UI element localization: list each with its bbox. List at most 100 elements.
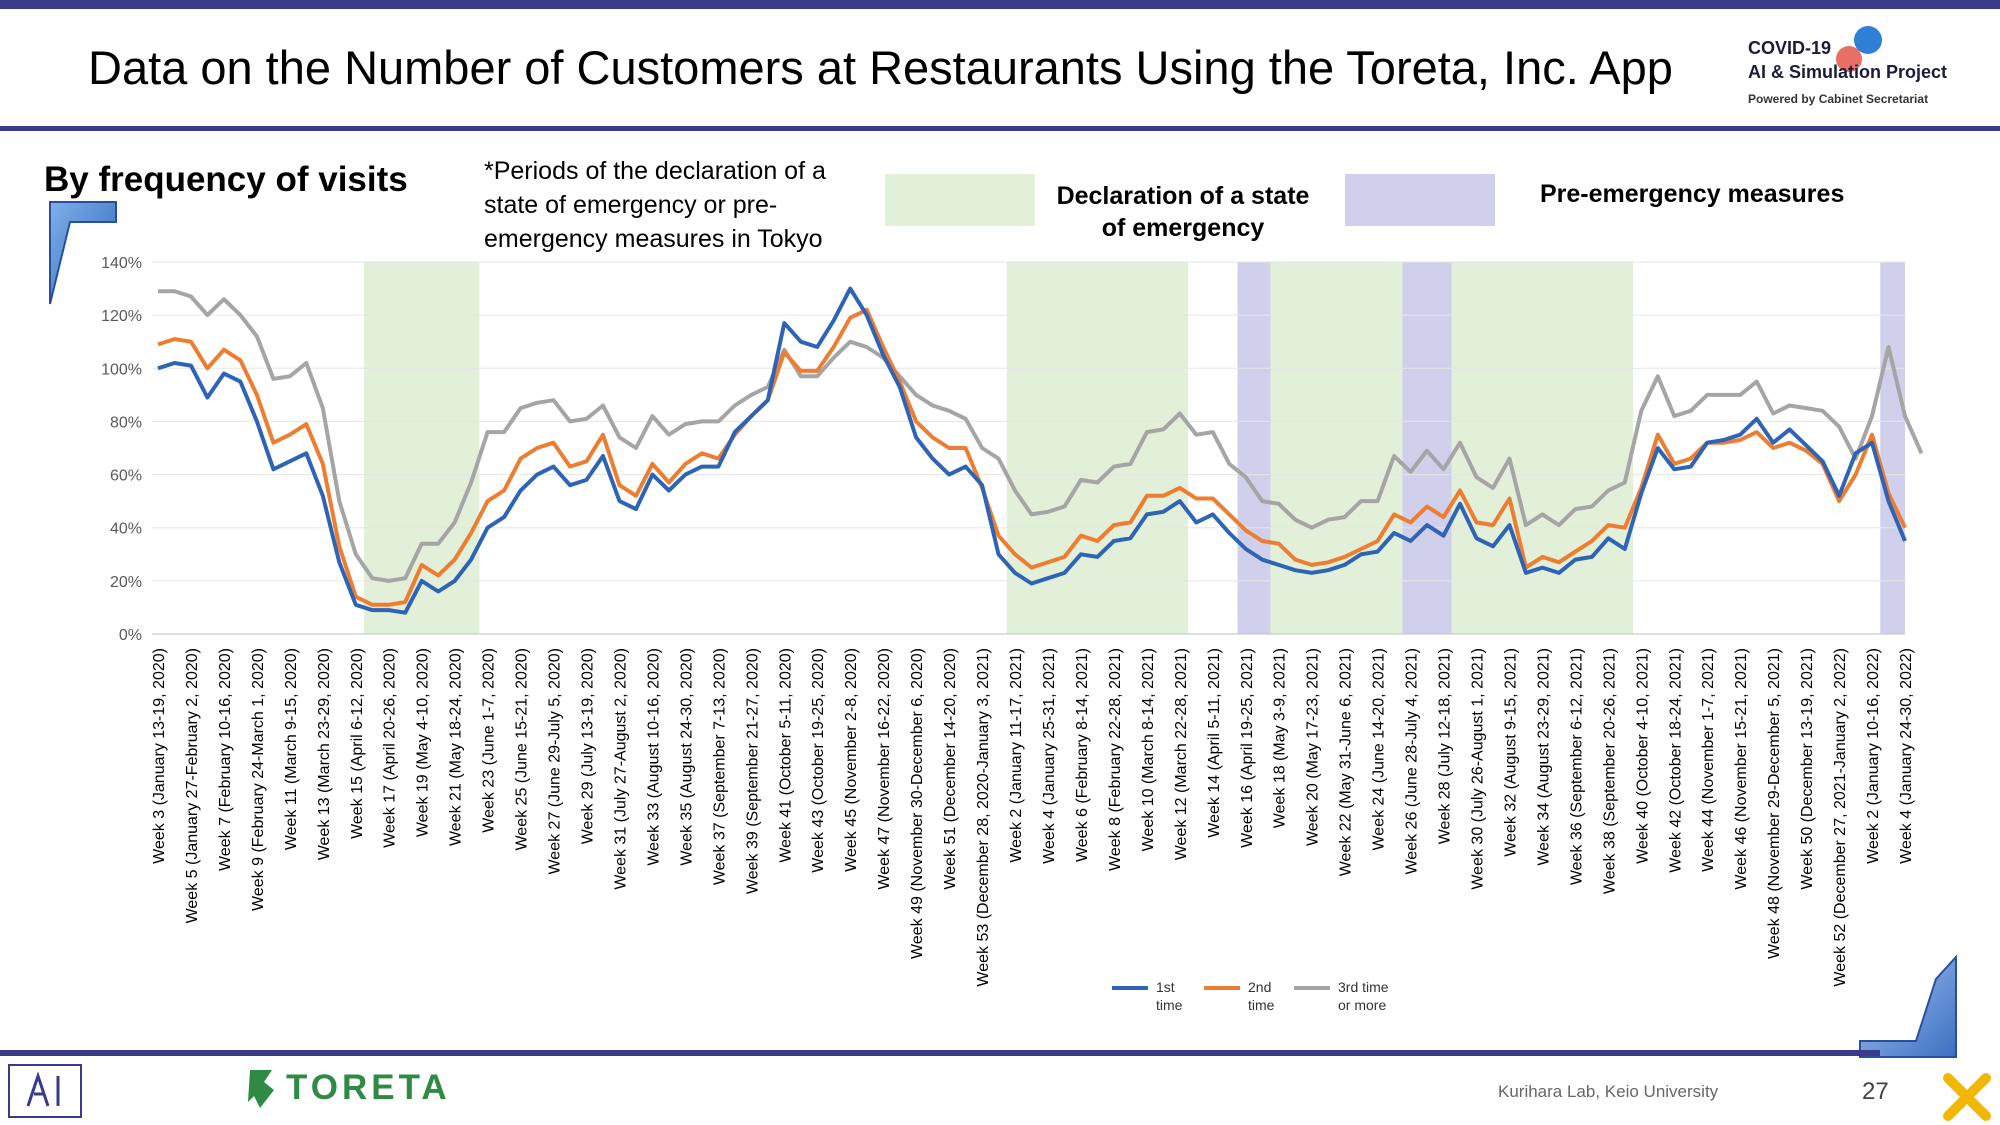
x-tick-label: Week 40 (October 4-10, 2021) (1634, 648, 1651, 864)
y-tick-label: 80% (110, 414, 142, 431)
x-tick-label: Week 10 (March 8-14, 2021) (1140, 648, 1157, 851)
x-tick-label: Week 19 (May 4-10, 2020) (415, 648, 432, 837)
band-emergency-3 (1270, 262, 1403, 634)
x-tick-label: Week 8 (February 22-28, 2021) (1107, 648, 1124, 871)
logo-line1: COVID-19 (1748, 38, 1832, 58)
x-tick-label: Week 49 (November 30-December 6, 2020) (909, 648, 926, 959)
x-tick-label: Week 9 (February 24-March 1, 2020) (250, 648, 267, 911)
x-tick-label: Week 35 (August 24-30, 2020) (678, 648, 695, 866)
toreta-brand: TORETA (286, 1068, 451, 1107)
x-tick-label: Week 48 (November 29-December 5, 2021) (1766, 648, 1783, 959)
pre-emergency-legend-label: Pre-emergency measures (1540, 180, 1845, 208)
x-tick-label: Week 32 (August 9-15, 2021) (1502, 648, 1519, 857)
x-tick-label: Week 21 (May 18-24, 2020) (448, 648, 465, 846)
x-tick-label: Week 7 (February 10-16, 2020) (217, 648, 234, 871)
x-tick-label: Week 44 (November 1-7, 2021) (1700, 648, 1717, 872)
x-tick-label: Week 46 (November 15-21, 2021) (1733, 648, 1750, 890)
section-subtitle: By frequency of visits (44, 160, 408, 199)
x-tick-label: Week 41 (October 5-11, 2020) (777, 648, 794, 863)
series-line-1 (157, 286, 1907, 615)
legend-label-1: 1st (1156, 979, 1175, 995)
x-tick-label: Week 28 (July 12-18, 2021) (1437, 648, 1454, 844)
legend-label-2: time (1248, 997, 1275, 1013)
x-tick-label: Week 2 (January 10-16, 2022) (1865, 648, 1882, 864)
band-emergency-1 (1006, 262, 1189, 634)
lab-logo-icon (26, 1071, 60, 1107)
toreta-logo-icon (248, 1070, 274, 1108)
pre-emergency-legend-swatch (1345, 174, 1495, 226)
x-tick-label: Week 22 (May 31-June 6, 2021) (1338, 648, 1355, 876)
y-tick-label: 0% (119, 627, 142, 644)
x-tick-label: Week 15 (April 6-12, 2020) (349, 648, 366, 839)
y-tick-label: 120% (101, 308, 142, 325)
lab-logo (8, 1064, 82, 1118)
corner-decoration-top-icon (49, 201, 117, 305)
x-tick-label: Week 52 (December 27, 2021-January 2, 20… (1832, 648, 1849, 987)
legend-label-3: 3rd time (1338, 979, 1389, 995)
y-tick-label: 60% (110, 468, 142, 485)
x-tick-label: Week 53 (December 28, 2020-January 3, 20… (975, 648, 992, 987)
x-tick-label: Week 31 (July 27-August 2, 2020) (612, 648, 629, 890)
x-tick-label: Week 2 (January 11-17, 2021) (1008, 648, 1025, 863)
band-pre_emergency-6 (1880, 262, 1905, 634)
x-tick-label: Week 3 (January 13-19, 2020) (151, 648, 168, 864)
x-tick-label: Week 38 (September 20-26, 2021) (1601, 648, 1618, 894)
band-pre_emergency-4 (1402, 262, 1452, 634)
x-tick-label: Week 51 (December 14-20, 2020) (942, 648, 959, 890)
footer-lab-name: Kurihara Lab, Keio University (1498, 1082, 1719, 1101)
logo-line3: Powered by Cabinet Secretariat (1748, 92, 1929, 106)
x-tick-label: Week 42 (October 18-24, 2021) (1667, 648, 1684, 873)
legend-label-3: or more (1338, 997, 1386, 1013)
period-note: *Periods of the declaration of a state o… (484, 157, 826, 253)
x-tick-label: Week 33 (August 10-16, 2020) (645, 648, 662, 866)
band-emergency-5 (1451, 262, 1634, 634)
logo-line2: AI & Simulation Project (1748, 62, 1948, 82)
y-tick-label: 100% (101, 361, 142, 378)
series-line-3 (158, 289, 1924, 583)
x-tick-label: Week 25 (June 15-21, 2020) (514, 648, 531, 851)
x-tick-label: Week 36 (September 6-12, 2021) (1568, 648, 1585, 885)
series-line-2 (157, 307, 1907, 607)
y-tick-label: 20% (110, 574, 142, 591)
x-tick-label: Week 4 (January 24-30, 2022) (1898, 648, 1915, 864)
x-tick-label: Week 37 (September 7-13, 2020) (711, 648, 728, 885)
logo-dot-blue-icon (1854, 26, 1882, 54)
legend-label-1: time (1156, 997, 1183, 1013)
page-title: Data on the Number of Customers at Resta… (88, 41, 1673, 94)
x-tick-label: Week 23 (June 1-7, 2020) (481, 648, 498, 833)
x-tick-label: Week 6 (February 8-14, 2021) (1074, 648, 1091, 862)
y-tick-label: 40% (110, 521, 142, 538)
x-tick-label: Week 39 (September 21-27, 2020) (744, 648, 761, 894)
band-pre_emergency-2 (1237, 262, 1271, 634)
footer-divider (0, 1050, 1880, 1056)
x-tick-label: Week 16 (April 19-25, 2021) (1239, 648, 1256, 848)
x-tick-label: Week 18 (May 3-9, 2021) (1272, 648, 1289, 828)
x-tick-label: Week 27 (June 29-July 5, 2020) (547, 648, 564, 875)
x-tick-label: Week 5 (January 27-February 2, 2020) (184, 648, 201, 923)
project-logo: COVID-19 AI & Simulation Project Powered… (1742, 26, 1992, 116)
x-tick-label: Week 14 (April 5-11, 2021) (1206, 648, 1223, 838)
legend-label-2: 2nd (1248, 979, 1271, 995)
x-tick-label: Week 47 (November 16-22, 2020) (876, 648, 893, 890)
x-tick-label: Week 34 (August 23-29, 2021) (1535, 648, 1552, 866)
header-divider (0, 126, 2000, 131)
x-tick-label: Week 17 (April 20-26, 2020) (382, 648, 399, 848)
x-tick-label: Week 50 (December 13-19, 2021) (1799, 648, 1816, 890)
x-tick-label: Week 12 (March 22-28, 2021) (1173, 648, 1190, 860)
x-tick-label: Week 11 (March 9-15, 2020) (283, 648, 300, 850)
x-tick-label: Week 20 (May 17-23, 2021) (1305, 648, 1322, 846)
top-accent-bar (0, 0, 2000, 9)
emergency-legend-swatch (885, 174, 1035, 226)
page-number: 27 (1862, 1078, 1889, 1105)
x-logo-icon (1943, 1073, 1991, 1121)
corner-decoration-bottom-icon (1859, 955, 1957, 1058)
x-tick-label: Week 26 (June 28-July 4, 2021) (1404, 648, 1421, 875)
x-tick-label: Week 24 (June 14-20, 2021) (1371, 648, 1388, 851)
x-tick-label: Week 45 (November 2-8, 2020) (843, 648, 860, 872)
x-tick-label: Week 13 (March 23-29, 2020) (316, 648, 333, 860)
x-tick-label: Week 4 (January 25-31, 2021) (1041, 648, 1058, 864)
emergency-legend-label: Declaration of a state of emergency (1056, 182, 1310, 242)
y-tick-label: 140% (101, 255, 142, 272)
x-tick-label: Week 29 (July 13-19, 2020) (580, 648, 597, 844)
